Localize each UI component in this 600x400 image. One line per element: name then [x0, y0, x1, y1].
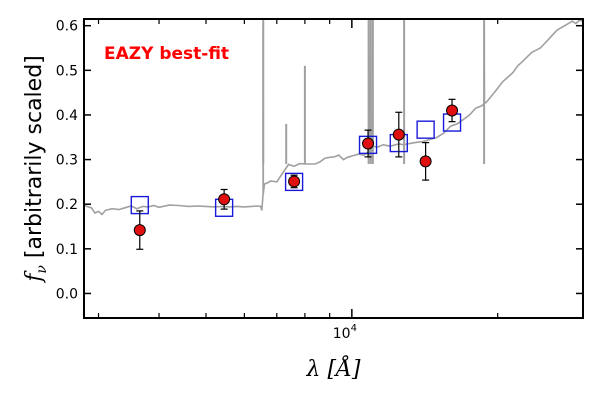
- y-tick-label: 0.3: [56, 153, 78, 169]
- observed-flux-point: [446, 104, 459, 117]
- x-axis-title: λ [Å]: [306, 354, 361, 382]
- template-spectrum-line: [84, 19, 583, 216]
- model-flux-box: [284, 172, 304, 192]
- axes-layer: 0.0 0.1 0.2 0.3 0.4 0.5 0.6 104 λ [Å] fν [arbitra…: [22, 18, 584, 382]
- y-tick-label: 0.0: [56, 286, 78, 302]
- observed-flux-point: [362, 137, 375, 150]
- observed-flux-point: [419, 155, 432, 168]
- y-tick-label: 0.6: [56, 19, 78, 35]
- y-tick-label: 0.1: [56, 242, 78, 258]
- y-axis-title: fν [arbitrarily scaled]: [22, 55, 50, 284]
- plot-frame: [83, 18, 584, 319]
- annotation-label: EAZY best-fit: [104, 44, 229, 64]
- y-tick-label: 0.5: [56, 63, 78, 79]
- observed-flux-point: [288, 175, 301, 188]
- y-tick-label: 0.4: [56, 108, 78, 124]
- y-tick-label: 0.2: [56, 197, 78, 213]
- observed-flux-point: [392, 128, 405, 141]
- model-flux-box: [416, 120, 435, 139]
- observed-flux-point: [133, 224, 146, 237]
- observed-points-layer: [133, 98, 459, 250]
- x-tick-label: 104: [333, 323, 357, 342]
- observed-flux-point: [218, 193, 231, 206]
